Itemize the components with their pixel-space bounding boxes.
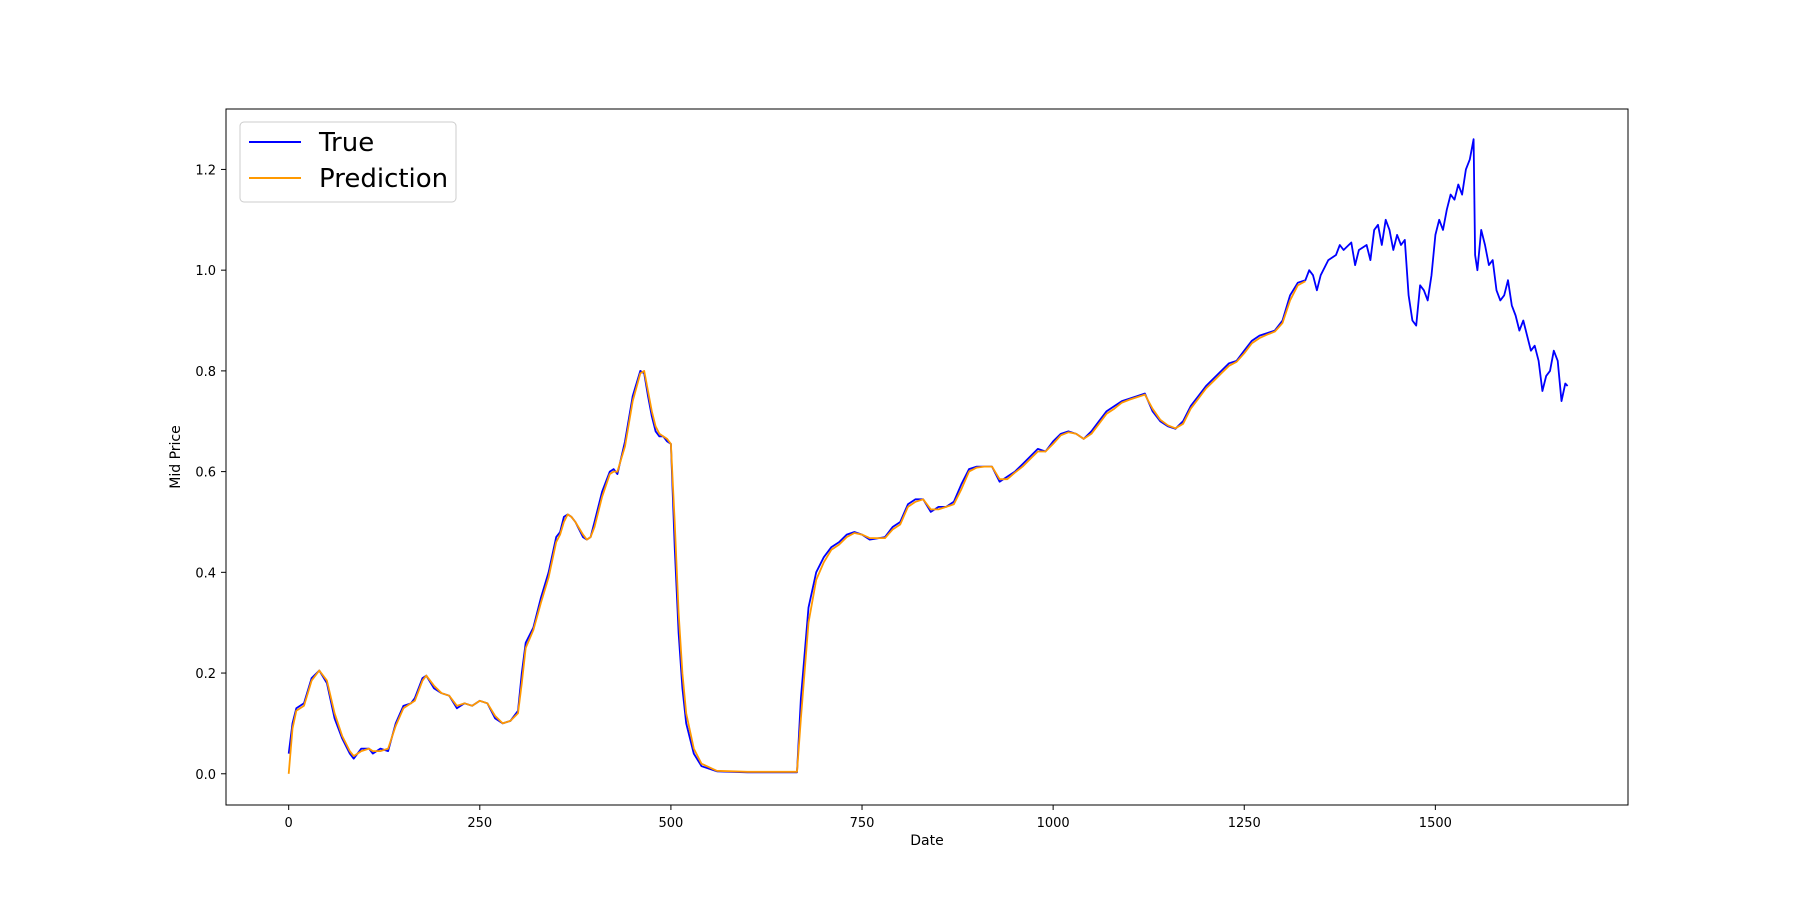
axes-frame xyxy=(225,108,1629,806)
y-tick-label: 0.8 xyxy=(195,365,216,380)
series-line-true xyxy=(287,138,1569,774)
x-tick-label: 250 xyxy=(467,816,492,831)
y-axis-title: Mid Price xyxy=(168,425,184,488)
x-tick-label: 500 xyxy=(658,816,683,831)
x-tick-label: 750 xyxy=(850,816,875,831)
x-tick-label: 1250 xyxy=(1228,816,1261,831)
legend-label-true: True xyxy=(318,128,374,158)
series-line-prediction xyxy=(287,280,1306,774)
plot-area xyxy=(287,138,1569,774)
x-tick-label: 1500 xyxy=(1419,816,1452,831)
x-tick-label: 1000 xyxy=(1037,816,1070,831)
y-tick-label: 0.4 xyxy=(195,566,216,581)
x-axis-title: Date xyxy=(910,833,943,849)
y-tick-label: 0.2 xyxy=(195,667,216,682)
y-tick-label: 1.2 xyxy=(195,163,216,178)
legend-label-prediction: Prediction xyxy=(319,164,448,194)
x-axis-ticks: 0 250 500 750 1000 1250 1500 xyxy=(285,805,1452,831)
y-tick-label: 0.6 xyxy=(195,466,216,481)
x-tick-label: 0 xyxy=(285,816,293,831)
legend: True Prediction xyxy=(239,121,457,203)
y-tick-label: 1.0 xyxy=(195,264,216,279)
y-axis-ticks: 0.0 0.2 0.4 0.6 0.8 1.0 1.2 xyxy=(195,163,226,783)
y-tick-label: 0.0 xyxy=(195,768,216,783)
